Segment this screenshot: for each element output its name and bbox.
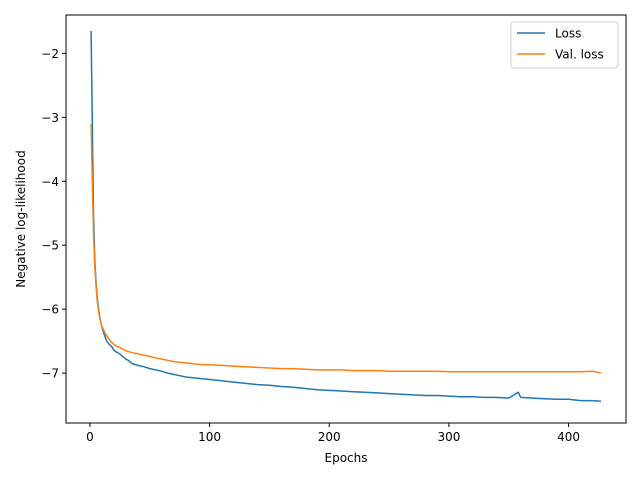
- y-tick-label: −2: [41, 47, 59, 61]
- series-layer: [90, 30, 602, 403]
- y-tick-label: −4: [41, 175, 59, 189]
- legend-label-loss: Loss: [555, 27, 581, 41]
- y-tick-label: −5: [41, 239, 59, 253]
- series-line-val-loss: [90, 123, 602, 374]
- x-axis-label: Epochs: [325, 451, 368, 465]
- legend-label-val-loss: Val. loss: [555, 48, 604, 62]
- y-tick-label: −6: [41, 303, 59, 317]
- x-tick-label: 200: [318, 430, 341, 444]
- x-tick-label: 300: [437, 430, 460, 444]
- x-tick-label: 100: [198, 430, 221, 444]
- y-tick-label: −7: [41, 367, 59, 381]
- y-axis-label: Negative log-likelihood: [14, 150, 28, 287]
- plot-frame: [65, 14, 627, 424]
- x-axis-ticks: 0 100 200 300 400: [86, 423, 580, 444]
- legend: Loss Val. loss: [510, 21, 619, 69]
- y-tick-label: −3: [41, 111, 59, 125]
- series-line-loss: [90, 30, 601, 403]
- x-tick-label: 400: [557, 430, 580, 444]
- y-axis-ticks: −2 −3 −4 −5 −6 −7: [41, 47, 66, 381]
- x-tick-label: 0: [86, 430, 94, 444]
